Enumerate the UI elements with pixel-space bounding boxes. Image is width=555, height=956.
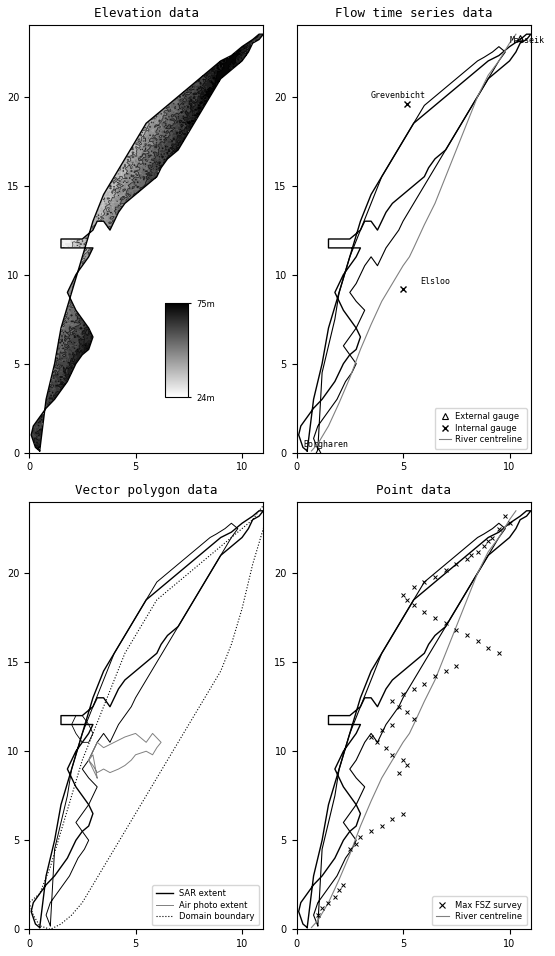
Text: Maaseik: Maaseik bbox=[509, 36, 544, 45]
Title: Flow time series data: Flow time series data bbox=[335, 7, 492, 20]
Title: Vector polygon data: Vector polygon data bbox=[75, 484, 218, 496]
Legend: SAR extent, Air photo extent, Domain boundary: SAR extent, Air photo extent, Domain bou… bbox=[152, 885, 259, 925]
Text: Elsloo: Elsloo bbox=[420, 276, 450, 286]
Title: Point data: Point data bbox=[376, 484, 451, 496]
Text: Grevenbicht: Grevenbicht bbox=[371, 92, 426, 100]
Title: Elevation data: Elevation data bbox=[94, 7, 199, 20]
Legend: Max FSZ survey, River centreline: Max FSZ survey, River centreline bbox=[432, 897, 527, 925]
Text: Borgharen: Borgharen bbox=[303, 441, 348, 449]
Legend: External gauge, Internal gauge, River centreline: External gauge, Internal gauge, River ce… bbox=[435, 408, 527, 448]
